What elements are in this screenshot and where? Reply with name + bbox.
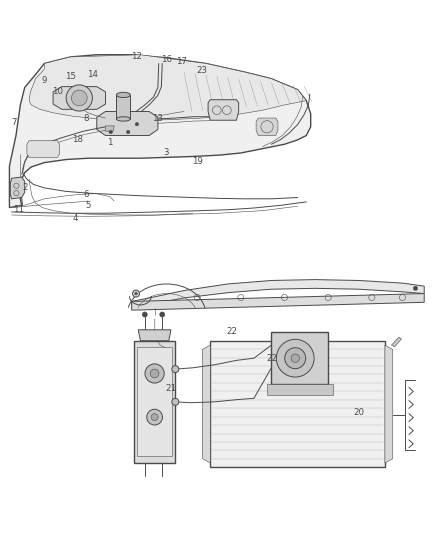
Text: 4: 4	[72, 214, 78, 223]
Circle shape	[147, 409, 162, 425]
Polygon shape	[53, 87, 106, 109]
Circle shape	[276, 340, 314, 377]
Polygon shape	[267, 384, 332, 395]
Polygon shape	[210, 341, 385, 467]
Circle shape	[133, 290, 140, 297]
Polygon shape	[27, 141, 60, 157]
Polygon shape	[272, 332, 328, 384]
Text: 23: 23	[196, 66, 207, 75]
Polygon shape	[29, 55, 306, 120]
Text: 10: 10	[52, 87, 63, 96]
Ellipse shape	[117, 117, 131, 121]
Circle shape	[291, 354, 300, 362]
Text: 2: 2	[22, 183, 28, 192]
Text: 8: 8	[83, 114, 88, 123]
Text: 9: 9	[42, 76, 47, 85]
Polygon shape	[10, 55, 311, 207]
Text: 14: 14	[87, 70, 98, 79]
Polygon shape	[385, 345, 393, 463]
Text: 19: 19	[192, 157, 203, 166]
Circle shape	[135, 292, 138, 295]
Polygon shape	[132, 280, 424, 308]
Circle shape	[159, 312, 165, 317]
Polygon shape	[106, 126, 114, 131]
Polygon shape	[97, 111, 158, 135]
Circle shape	[135, 123, 139, 126]
Text: 20: 20	[353, 408, 364, 417]
Text: 12: 12	[131, 52, 141, 61]
Circle shape	[172, 366, 179, 373]
Text: 18: 18	[71, 135, 83, 144]
Text: 6: 6	[83, 190, 88, 199]
Bar	[117, 95, 131, 119]
Polygon shape	[132, 294, 424, 310]
Polygon shape	[134, 341, 175, 463]
Polygon shape	[11, 177, 25, 199]
Text: 22: 22	[226, 327, 237, 336]
Polygon shape	[138, 330, 171, 341]
Text: 5: 5	[85, 201, 91, 210]
Text: 15: 15	[65, 72, 76, 81]
Circle shape	[145, 364, 164, 383]
Text: 1: 1	[107, 138, 113, 147]
Text: 3: 3	[164, 149, 170, 157]
Polygon shape	[392, 337, 402, 347]
Circle shape	[71, 90, 87, 106]
Text: 21: 21	[166, 384, 177, 393]
Text: 16: 16	[161, 54, 172, 63]
Polygon shape	[208, 100, 239, 120]
Text: 22: 22	[266, 354, 277, 362]
Circle shape	[172, 398, 179, 405]
Polygon shape	[138, 348, 172, 456]
Circle shape	[142, 312, 148, 317]
Text: 11: 11	[13, 205, 24, 214]
Ellipse shape	[117, 92, 131, 98]
Circle shape	[109, 130, 113, 134]
Circle shape	[413, 286, 418, 290]
Polygon shape	[202, 345, 210, 463]
Polygon shape	[256, 118, 278, 135]
Text: 13: 13	[152, 114, 163, 123]
Circle shape	[127, 130, 130, 134]
Circle shape	[285, 348, 306, 369]
Circle shape	[150, 369, 159, 378]
Circle shape	[66, 85, 92, 111]
Circle shape	[151, 414, 158, 421]
Text: 17: 17	[177, 57, 187, 66]
Text: 7: 7	[11, 118, 17, 127]
